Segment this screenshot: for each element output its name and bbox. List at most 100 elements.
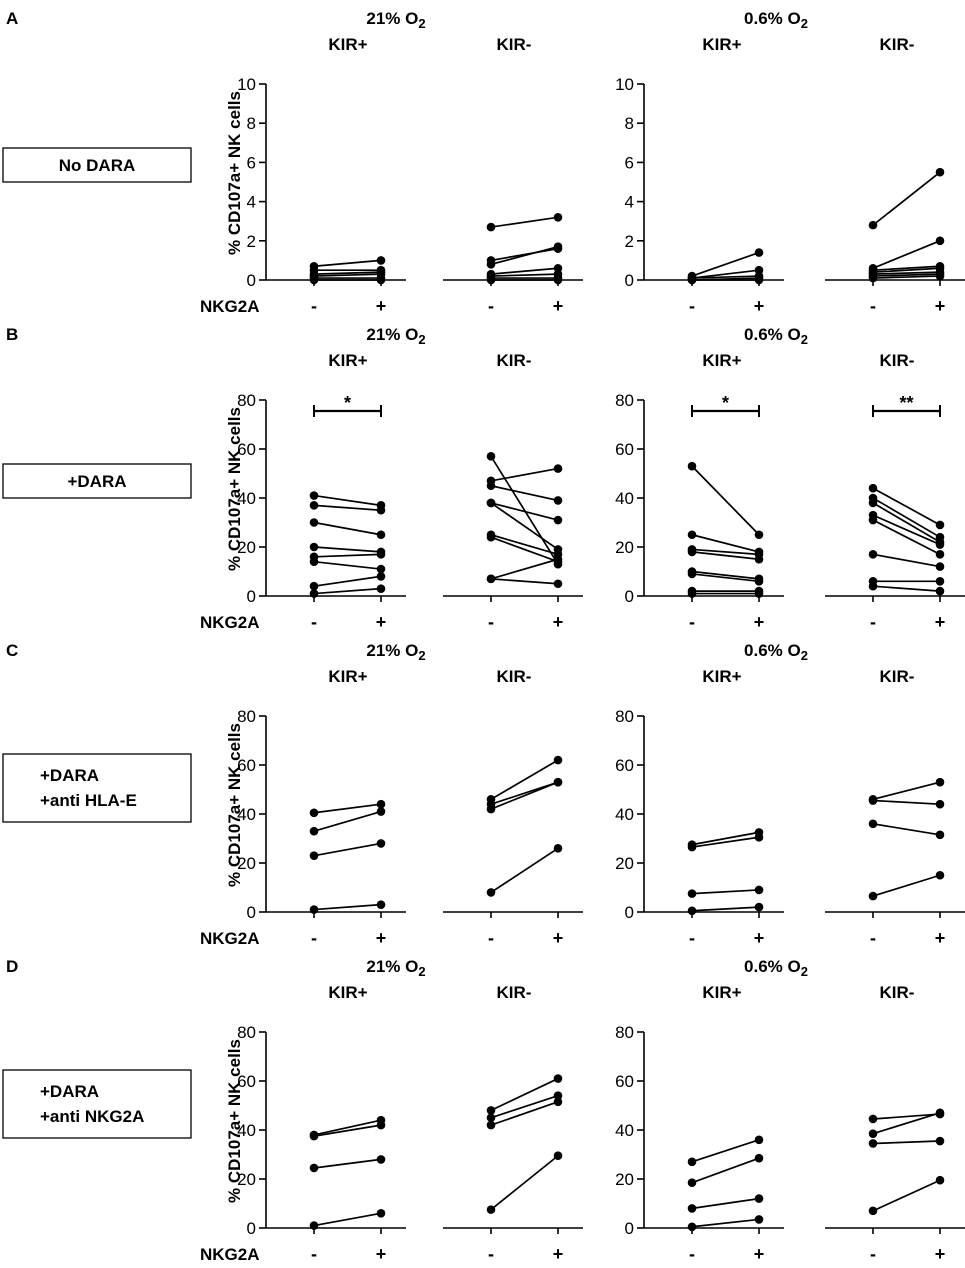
data-point-minus xyxy=(486,574,496,584)
x-tick-label-minus: - xyxy=(488,296,494,316)
data-point-plus xyxy=(754,1194,764,1203)
x-tick-label-minus: - xyxy=(311,296,317,316)
data-point-plus xyxy=(376,550,386,559)
data-point-minus xyxy=(687,1178,697,1187)
paired-line xyxy=(490,455,559,565)
data-point-minus xyxy=(309,275,319,285)
data-point-plus xyxy=(376,1120,386,1130)
condition-title: 21% O2 xyxy=(366,957,425,979)
data-point-minus xyxy=(486,1120,496,1130)
y-tick-label: 80 xyxy=(237,707,256,726)
paired-line xyxy=(872,781,941,801)
paired-line xyxy=(313,587,382,595)
data-point-plus xyxy=(376,584,386,593)
x-axis-label: NKG2A xyxy=(200,929,260,948)
paired-line xyxy=(691,836,760,848)
paired-line xyxy=(872,265,941,272)
paired-line xyxy=(490,273,559,277)
paired-line xyxy=(691,465,760,536)
paired-line xyxy=(313,842,382,857)
paired-line xyxy=(691,831,760,846)
panel-c: C +DARA +anti HLA-E % CD107a+ NK cells NKG2A… xyxy=(2,641,965,948)
data-point-minus xyxy=(687,906,697,916)
data-point-minus xyxy=(868,498,878,508)
x-tick-label-plus: + xyxy=(935,1244,946,1264)
paired-line xyxy=(313,546,382,553)
subplot: - + xyxy=(825,1108,965,1264)
y-tick-label: 40 xyxy=(237,489,256,508)
panel-a: A No DARA % CD107a+ NK cells NKG2A 21% O2 KIR… xyxy=(2,9,965,316)
data-point-minus xyxy=(868,550,878,559)
paired-line xyxy=(691,251,760,277)
paired-line xyxy=(313,259,382,268)
paired-line xyxy=(872,271,941,275)
paired-line xyxy=(490,1155,559,1211)
data-point-plus xyxy=(935,550,945,559)
y-axis-label: % CD107a+ NK cells xyxy=(225,723,244,887)
paired-line xyxy=(872,275,941,279)
data-point-plus xyxy=(935,236,945,246)
x-tick-label-minus: - xyxy=(311,1244,317,1264)
paired-line xyxy=(490,578,559,585)
paired-line xyxy=(490,759,559,801)
y-tick-label: 20 xyxy=(615,1170,634,1189)
x-tick-label-minus: - xyxy=(870,612,876,632)
y-tick-label: 60 xyxy=(237,756,256,775)
group-label-kir-neg: KIR- xyxy=(497,667,532,686)
data-point-minus xyxy=(309,491,319,500)
condition-title: 21% O2 xyxy=(366,325,425,347)
y-tick-label: 4 xyxy=(625,193,634,212)
x-tick-label-plus: + xyxy=(553,296,564,316)
data-point-minus xyxy=(868,515,878,525)
y-tick-label: 2 xyxy=(247,232,256,251)
paired-line xyxy=(691,1218,760,1228)
x-tick-label-plus: + xyxy=(754,1244,765,1264)
y-axis-label: % CD107a+ NK cells xyxy=(225,407,244,571)
y-tick-label: 80 xyxy=(237,1023,256,1042)
x-tick-label-minus: - xyxy=(488,1244,494,1264)
subplot: - + xyxy=(825,777,965,948)
treatment-label: +DARA xyxy=(40,1082,99,1101)
paired-line xyxy=(313,1119,382,1136)
subplot: - + xyxy=(443,452,583,632)
subplot: - + xyxy=(644,1135,784,1264)
subplot: - + xyxy=(443,1074,583,1264)
paired-line xyxy=(313,1158,382,1169)
y-tick-label: 20 xyxy=(237,1170,256,1189)
paired-line xyxy=(872,1112,941,1135)
data-point-plus xyxy=(754,1153,764,1163)
paired-line xyxy=(490,1077,559,1112)
paired-line xyxy=(872,553,941,568)
data-point-plus xyxy=(553,755,563,765)
paired-line xyxy=(313,1212,382,1227)
paired-line xyxy=(313,803,382,814)
panel-letter: C xyxy=(6,641,18,660)
group-label-kir-pos: KIR+ xyxy=(328,983,367,1002)
data-point-minus xyxy=(309,542,319,552)
data-point-minus xyxy=(687,589,697,598)
panel-letter: B xyxy=(6,325,18,344)
data-point-minus xyxy=(687,842,697,852)
paired-line xyxy=(872,874,941,897)
data-point-minus xyxy=(309,905,319,914)
data-point-plus xyxy=(935,870,945,880)
paired-line xyxy=(490,502,559,521)
treatment-box xyxy=(2,753,192,823)
treatment-label: +DARA xyxy=(67,472,126,491)
data-point-minus xyxy=(868,1139,878,1148)
group-label-kir-neg: KIR- xyxy=(497,35,532,54)
paired-line xyxy=(313,810,382,832)
treatment-box xyxy=(2,463,192,499)
data-point-plus xyxy=(553,464,563,473)
data-point-plus xyxy=(754,530,764,540)
y-tick-label: 20 xyxy=(237,854,256,873)
data-point-minus xyxy=(868,1114,878,1124)
paired-line xyxy=(313,271,382,275)
y-axis-label: % CD107a+ NK cells xyxy=(225,91,244,255)
data-point-plus xyxy=(553,1074,563,1083)
paired-line xyxy=(691,548,760,556)
paired-line xyxy=(490,502,559,551)
y-tick-label: 20 xyxy=(615,538,634,557)
y-tick-label: 40 xyxy=(237,1121,256,1140)
data-point-minus xyxy=(486,1113,496,1123)
